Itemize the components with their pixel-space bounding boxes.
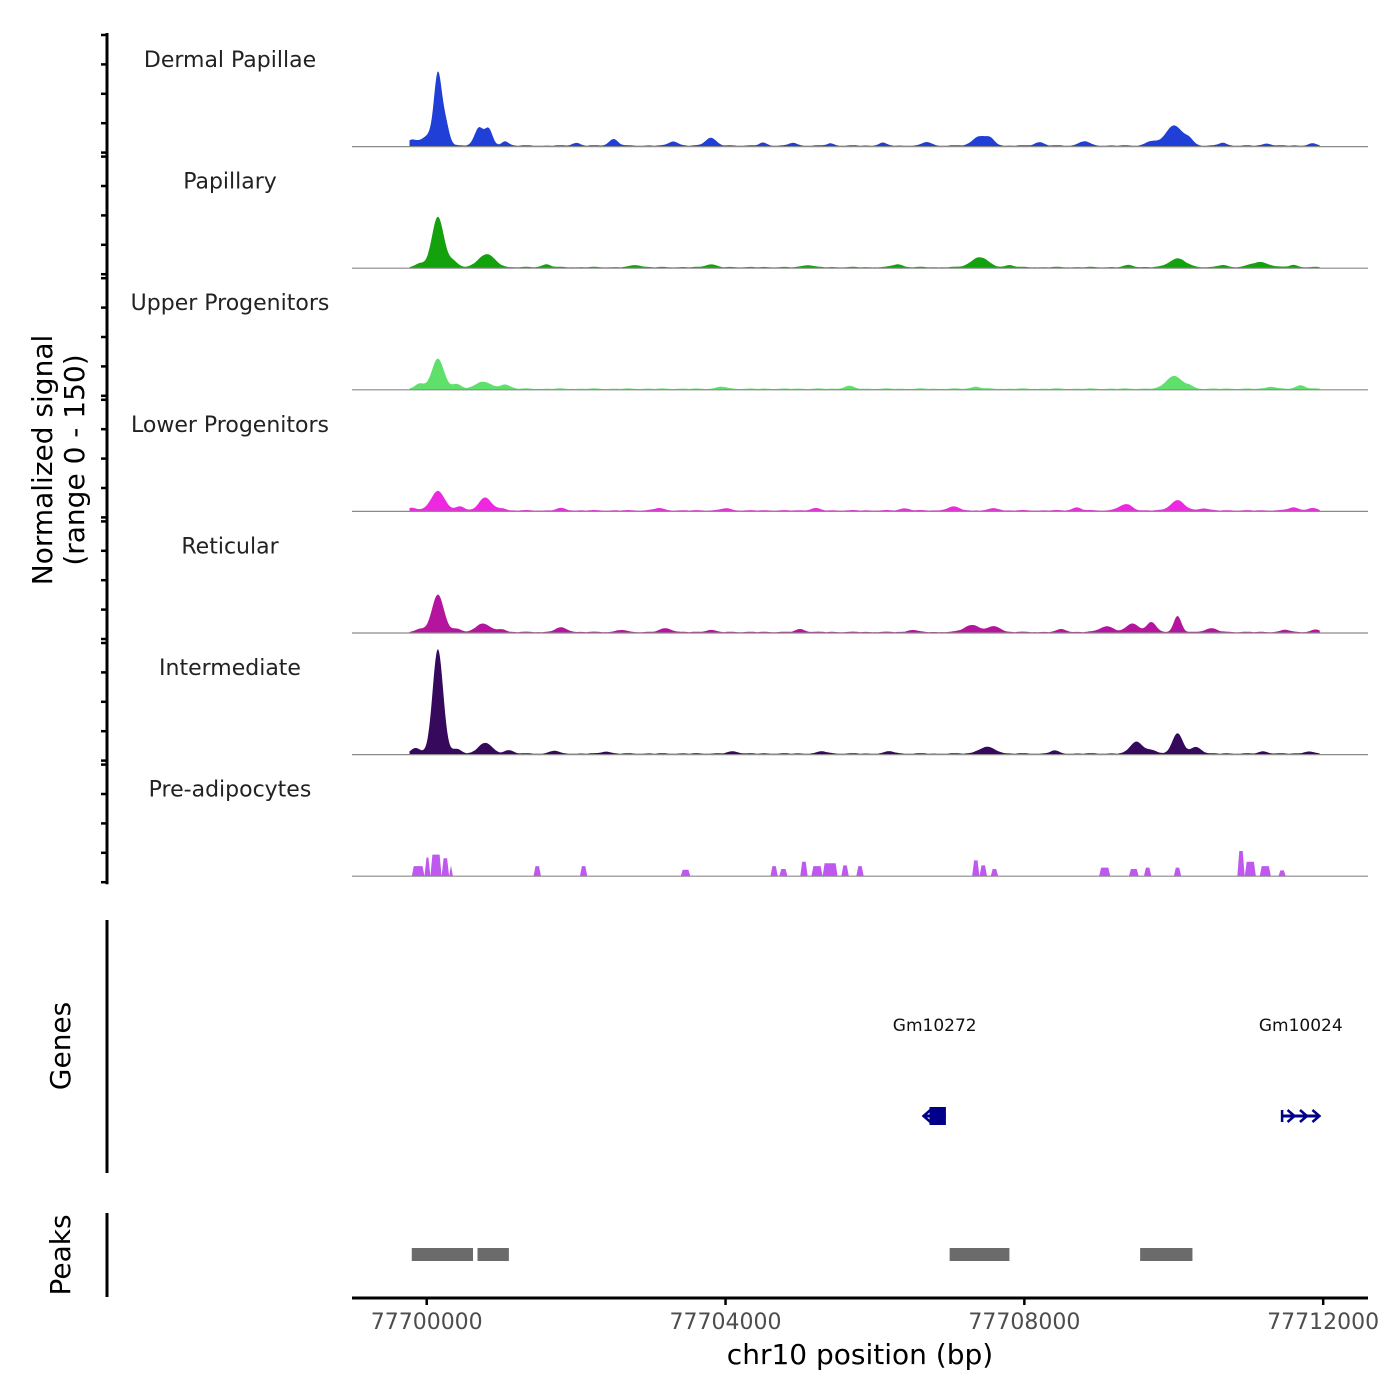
track-signal-area [409,649,1321,755]
peak-region [1140,1248,1193,1261]
signal-y-axis [101,33,109,885]
track-label: Papillary [183,170,277,195]
track-signal-area [409,490,1321,512]
gene-label: Gm10272 [893,1016,977,1036]
track-label: Intermediate [159,656,301,681]
x-axis: 77700000 77704000 77708000 77712000 [352,1296,1379,1335]
gene-gm10272: Gm10272 [893,1016,977,1125]
gene-strand-arrow [1286,1109,1297,1123]
peaks-panel-label: Peaks [44,1214,77,1295]
peaks-panel [105,1213,1193,1297]
track-papillary: Papillary [183,170,1368,269]
track-label: Reticular [181,534,279,559]
track-reticular: Reticular [181,534,1368,634]
track-upper-progenitors: Upper Progenitors [131,291,1368,391]
track-signal-area [409,71,1321,147]
gene-strand-arrow [921,1108,933,1124]
track-label: Lower Progenitors [131,413,329,438]
track-label: Upper Progenitors [131,291,330,316]
gene-exon [929,1107,946,1125]
peak-region [411,1248,474,1261]
track-lower-progenitors: Lower Progenitors [131,413,1368,512]
track-label: Pre-adipocytes [149,778,312,803]
genes-panel: Gm10272 Gm10024 [105,920,1343,1173]
gene-strand-arrow [1311,1109,1322,1123]
coverage-tracks: Dermal Papillae Papillary Upper Progenitor… [131,48,1368,877]
x-tick-label: 77700000 [371,1310,483,1335]
peak-region [949,1248,1010,1261]
x-tick-label: 77708000 [968,1310,1080,1335]
track-signal-area [411,851,1286,877]
track-pre-adipocytes: Pre-adipocytes [149,778,1368,877]
track-intermediate: Intermediate [159,649,1368,756]
track-dermal-papillae: Dermal Papillae [144,48,1368,148]
peak-region [477,1248,509,1261]
y-axis-title-line2: (range 0 - 150) [58,354,91,565]
y-axis-title-line1: Normalized signal [26,335,59,586]
gene-label: Gm10024 [1259,1016,1343,1036]
x-tick-label: 77712000 [1267,1310,1379,1335]
x-axis-title: chr10 position (bp) [727,1338,993,1371]
genes-panel-label: Genes [44,1002,77,1090]
track-signal-area [409,594,1321,633]
gene-gm10024: Gm10024 [1259,1016,1343,1123]
x-tick-label: 77704000 [670,1310,782,1335]
track-signal-area [409,358,1321,390]
track-signal-area [409,216,1321,269]
gene-strand-arrow [1299,1109,1309,1123]
track-label: Dermal Papillae [144,48,316,73]
